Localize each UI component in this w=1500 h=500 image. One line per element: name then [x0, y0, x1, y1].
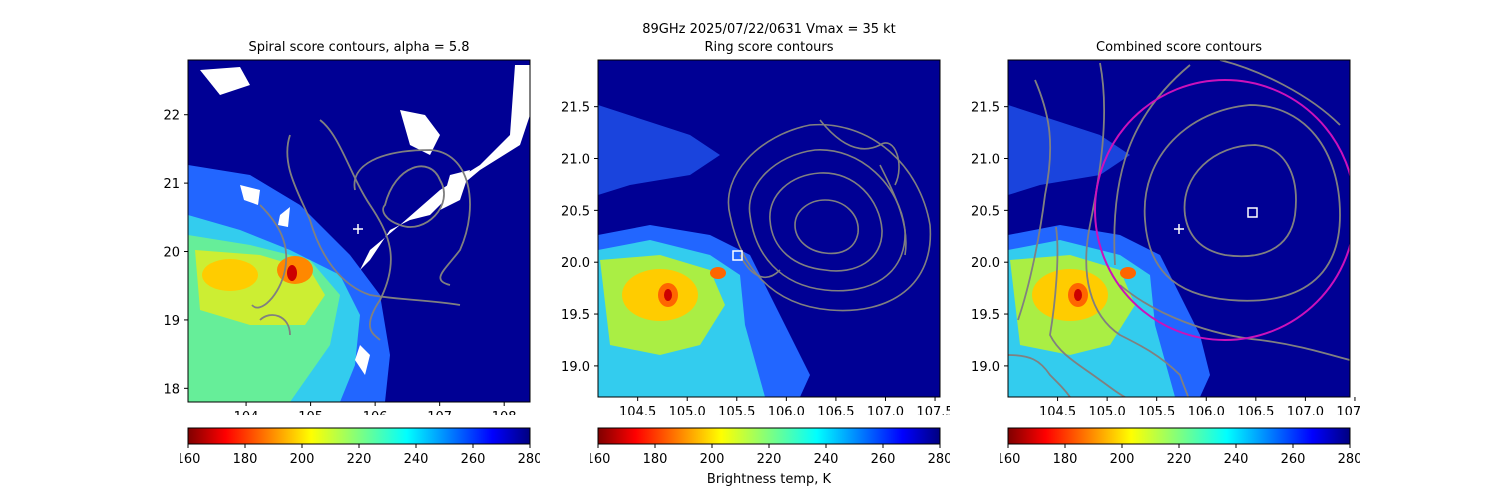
- y-tick-label: 22: [163, 109, 180, 124]
- y-tick-label: 21.5: [971, 101, 1000, 116]
- colorbar-3: 160 180 200 220 240 260 280: [1000, 427, 1360, 467]
- panel1-title: Spiral score contours, alpha = 5.8: [248, 40, 470, 55]
- x-tick-label: 104.5: [619, 405, 656, 415]
- spiral-heatmap: [188, 60, 530, 402]
- colorbar-1: 160 180 200 220 240 260 280: [180, 427, 540, 467]
- x-tick-label: 108: [492, 410, 517, 415]
- figure-title: 89GHz 2025/07/22/0631 Vmax = 35 kt: [0, 22, 1500, 38]
- colorbar-tick-label: 280: [518, 452, 540, 467]
- y-tick-label: 21: [163, 177, 180, 192]
- ring-panel: 104.5 105.0 105.5 106.0 106.5 107.0 107.5 19.0 1…: [561, 59, 950, 415]
- spiral-center-plus: [353, 224, 363, 234]
- x-tick-label: 105.5: [718, 405, 755, 415]
- x-tick-label: 104.5: [1039, 405, 1076, 415]
- colorbar-tick-label: 220: [757, 452, 782, 467]
- combined-axes: 104.5 105.0 105.5 106.0 106.5 107.0 107.5 19.0 1…: [971, 101, 1360, 415]
- colorbar-2: 160 180 200 220 240 260 280: [590, 427, 950, 467]
- x-tick-label: 104: [234, 410, 259, 415]
- ring-axes: 104.5 105.0 105.5 106.0 106.5 107.0 107.5 19.0 1…: [561, 101, 950, 415]
- y-tick-label: 18: [163, 382, 180, 397]
- panel2-title: Ring score contours: [704, 40, 834, 55]
- x-tick-label: 107: [427, 410, 452, 415]
- combined-panel: 104.5 105.0 105.5 106.0 106.5 107.0 107.5 19.0 1…: [971, 59, 1360, 415]
- colorbar-tick-label: 220: [347, 452, 372, 467]
- colorbar-tick-label: 180: [1053, 452, 1078, 467]
- figure-title-line1: 89GHz 2025/07/22/0631 Vmax = 35 kt: [642, 22, 896, 37]
- combined-contours: [1008, 60, 1350, 397]
- colorbar-1-ticks: 160 180 200 220 240 260 280: [180, 444, 540, 467]
- ring-center-square: [732, 250, 743, 261]
- colorbar-tick-label: 200: [290, 452, 315, 467]
- colorbar-tick-label: 160: [590, 452, 610, 467]
- x-tick-label: 107.5: [1336, 405, 1360, 415]
- combined-center-square: [1247, 207, 1258, 218]
- y-tick-label: 20: [163, 246, 180, 261]
- x-tick-label: 105.0: [669, 405, 706, 415]
- x-tick-label: 106.5: [1237, 405, 1274, 415]
- x-tick-label: 106.0: [768, 405, 805, 415]
- x-tick-label: 105.5: [1138, 405, 1175, 415]
- colorbar-tick-label: 220: [1167, 452, 1192, 467]
- y-tick-label: 20.5: [561, 204, 590, 219]
- ring-contours: [727, 119, 932, 312]
- x-tick-label: 105: [298, 410, 323, 415]
- colorbar-tick-label: 200: [1110, 452, 1135, 467]
- x-tick-label: 106.0: [1188, 405, 1225, 415]
- colorbar-tick-label: 160: [180, 452, 200, 467]
- y-tick-label: 19: [163, 314, 180, 329]
- colorbar-tick-label: 260: [461, 452, 486, 467]
- colorbar-2-ticks: 160 180 200 220 240 260 280: [590, 444, 950, 467]
- spiral-panel: 104 105 106 107 108 18 19 20 21 22: [163, 59, 531, 415]
- colorbar-tick-label: 240: [814, 452, 839, 467]
- y-tick-label: 20.0: [561, 256, 590, 271]
- colorbar-tick-label: 280: [1338, 452, 1360, 467]
- colorbar-tick-label: 280: [928, 452, 950, 467]
- panel3-title: Combined score contours: [1096, 40, 1262, 55]
- x-tick-label: 106.5: [817, 405, 854, 415]
- y-tick-label: 19.5: [971, 308, 1000, 323]
- colorbar-tick-label: 260: [1281, 452, 1306, 467]
- colorbar-3-ticks: 160 180 200 220 240 260 280: [1000, 444, 1360, 467]
- x-tick-label: 107.0: [1287, 405, 1324, 415]
- x-tick-label: 105.0: [1089, 405, 1126, 415]
- x-tick-label: 107.0: [867, 405, 904, 415]
- colorbar-tick-label: 160: [1000, 452, 1020, 467]
- y-tick-label: 20.5: [971, 204, 1000, 219]
- y-tick-label: 20.0: [971, 256, 1000, 271]
- colorbar-tick-label: 200: [700, 452, 725, 467]
- colorbar-tick-label: 180: [643, 452, 668, 467]
- colorbar-label: Brightness temp, K: [706, 472, 832, 487]
- colorbar-tick-label: 260: [871, 452, 896, 467]
- y-tick-label: 21.0: [561, 153, 590, 168]
- ring-heatmap: [598, 60, 940, 397]
- spiral-axes: 104 105 106 107 108 18 19 20 21 22: [163, 109, 516, 415]
- y-tick-label: 19.0: [561, 360, 590, 375]
- colorbar-tick-label: 240: [1224, 452, 1249, 467]
- y-tick-label: 19.5: [561, 308, 590, 323]
- spiral-contours: [251, 119, 471, 341]
- x-tick-label: 106: [363, 410, 388, 415]
- combined-heatmap: [1008, 60, 1350, 397]
- x-tick-label: 107.5: [916, 405, 950, 415]
- y-tick-label: 21.5: [561, 101, 590, 116]
- colorbar-tick-label: 240: [404, 452, 429, 467]
- y-tick-label: 21.0: [971, 153, 1000, 168]
- combined-center-plus: [1174, 224, 1184, 234]
- combined-ring-circle: [1094, 79, 1350, 341]
- colorbar-tick-label: 180: [233, 452, 258, 467]
- y-tick-label: 19.0: [971, 360, 1000, 375]
